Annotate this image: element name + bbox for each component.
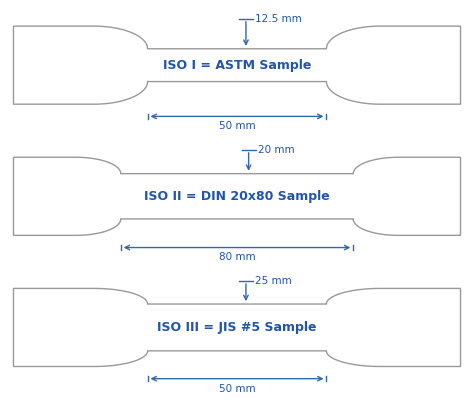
Text: 80 mm: 80 mm [219,253,255,263]
Text: 12.5 mm: 12.5 mm [255,14,302,24]
Polygon shape [13,157,461,235]
Polygon shape [13,288,461,367]
Text: ISO I = ASTM Sample: ISO I = ASTM Sample [163,59,311,72]
Text: 50 mm: 50 mm [219,121,255,131]
Text: 20 mm: 20 mm [258,145,294,155]
Polygon shape [13,26,461,104]
Text: 25 mm: 25 mm [255,276,292,286]
Text: ISO II = DIN 20x80 Sample: ISO II = DIN 20x80 Sample [144,190,330,203]
Text: ISO III = JIS #5 Sample: ISO III = JIS #5 Sample [157,321,317,334]
Text: 50 mm: 50 mm [219,383,255,393]
